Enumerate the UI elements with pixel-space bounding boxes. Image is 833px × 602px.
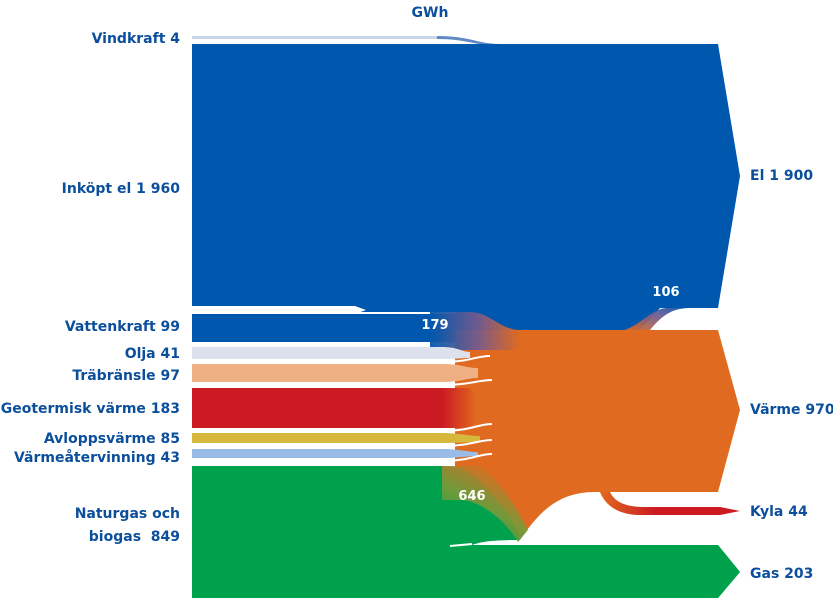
- label-kyla: Kyla 44: [750, 504, 808, 520]
- label-vattenkraft: Vattenkraft 99: [65, 319, 180, 335]
- flow-gas-to-varme: [442, 466, 528, 542]
- label-inkopt-el: Inköpt el 1 960: [62, 181, 181, 197]
- value-el-to-varme: 179: [421, 318, 448, 333]
- gas-separator: [449, 543, 473, 547]
- varmeatervinning-curve: [442, 449, 478, 458]
- varme-flow-block: [455, 330, 740, 540]
- gas-output-arrow: [472, 545, 740, 598]
- flow-el-to-varme: [430, 312, 520, 350]
- label-trabransle: Träbränsle 97: [72, 368, 180, 384]
- trabransle-curve: [442, 364, 478, 382]
- olja-curve: [442, 347, 470, 359]
- geotermisk-bar: [192, 388, 442, 428]
- varmeatervinning-bar: [192, 449, 442, 458]
- vindkraft-bar: [192, 36, 437, 39]
- avlopp-curve: [442, 433, 480, 443]
- label-avlopp: Avloppsvärme 85: [44, 431, 180, 447]
- label-olja: Olja 41: [125, 346, 180, 362]
- avlopp-bar: [192, 433, 442, 443]
- value-el-to-kyla: 106: [652, 285, 679, 300]
- geotermisk-curve: [442, 388, 477, 428]
- vindkraft-curve: [437, 36, 500, 46]
- label-vindkraft: Vindkraft 4: [92, 31, 181, 47]
- flow-el-to-kyla-transition: [625, 308, 690, 330]
- el-flow-block: [192, 44, 740, 330]
- olja-bar: [192, 347, 442, 359]
- label-varmeatervinning: Värmeåtervinning 43: [14, 449, 180, 466]
- label-varme: Värme 970: [750, 402, 833, 418]
- value-gas-to-varme: 646: [458, 489, 485, 504]
- flow-separators: [441, 355, 493, 462]
- label-geotermisk: Geotermisk värme 183: [1, 401, 180, 417]
- unit-label: GWh: [412, 5, 449, 21]
- label-el: El 1 900: [750, 168, 813, 184]
- label-naturgas-line2: biogas 849: [89, 529, 180, 545]
- el-block-notch: [192, 306, 366, 314]
- kyla-flow: [600, 492, 740, 515]
- label-gas: Gas 203: [750, 566, 813, 582]
- flow-vindkraft: [192, 36, 500, 46]
- label-naturgas-line1: Naturgas och: [75, 506, 180, 522]
- vattenkraft-bar: [192, 314, 455, 342]
- trabransle-bar: [192, 364, 442, 382]
